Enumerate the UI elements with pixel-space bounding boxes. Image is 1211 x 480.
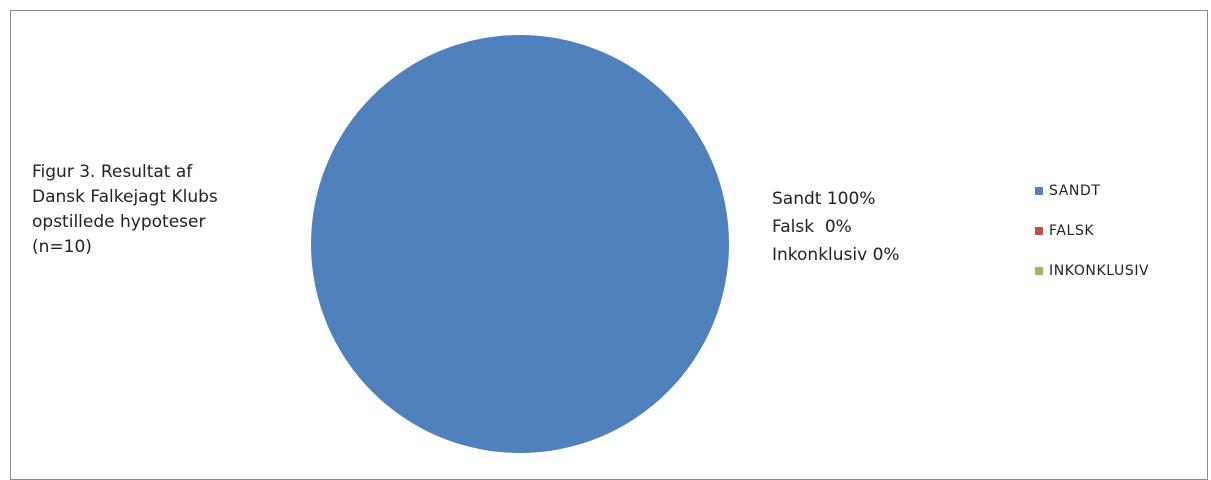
slice-label-falsk: Falsk 0%	[772, 213, 900, 241]
legend-item-falsk: FALSK	[1035, 221, 1149, 241]
legend-swatch-falsk	[1035, 227, 1043, 235]
legend: SANDT FALSK INKONKLUSIV	[1035, 181, 1149, 301]
slice-label-sandt: Sandt 100%	[772, 185, 900, 213]
legend-label-inkonklusiv: INKONKLUSIV	[1049, 263, 1149, 279]
slice-label-inkonklusiv: Inkonklusiv 0%	[772, 241, 900, 269]
figure-caption: Figur 3. Resultat af Dansk Falkejagt Klu…	[32, 160, 282, 260]
pie-slice-sandt	[311, 35, 729, 453]
legend-item-inkonklusiv: INKONKLUSIV	[1035, 261, 1149, 281]
legend-label-falsk: FALSK	[1049, 223, 1094, 239]
legend-swatch-inkonklusiv	[1035, 267, 1043, 275]
slice-labels: Sandt 100% Falsk 0% Inkonklusiv 0%	[772, 185, 900, 269]
legend-item-sandt: SANDT	[1035, 181, 1149, 201]
legend-swatch-sandt	[1035, 187, 1043, 195]
legend-label-sandt: SANDT	[1049, 183, 1101, 199]
